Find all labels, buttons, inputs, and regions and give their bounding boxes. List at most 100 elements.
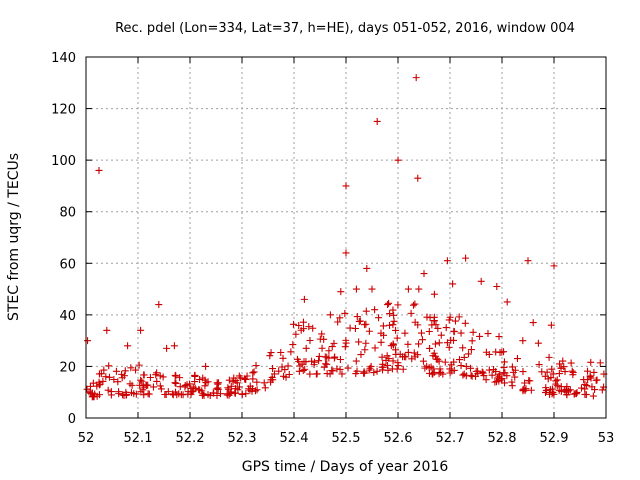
chart-title: Rec. pdel (Lon=334, Lat=37, h=HE), days …: [115, 21, 575, 36]
data-point: [216, 390, 224, 398]
data-point: [375, 314, 383, 322]
data-point: [519, 337, 527, 345]
data-point: [249, 369, 257, 377]
data-point: [591, 386, 599, 394]
data-point: [189, 383, 197, 391]
data-point: [415, 285, 423, 293]
data-point: [596, 359, 604, 367]
data-point: [112, 367, 120, 375]
data-point: [137, 376, 145, 384]
data-point: [277, 349, 285, 357]
data-point: [477, 277, 485, 285]
data-point: [191, 372, 199, 380]
data-point: [525, 377, 533, 385]
data-point: [511, 373, 519, 381]
data-point: [306, 336, 314, 344]
x-tick-label: 52.8: [488, 431, 517, 446]
data-point: [367, 362, 375, 370]
data-point: [202, 362, 210, 370]
data-point: [315, 357, 323, 365]
data-point: [461, 319, 469, 327]
data-point: [320, 363, 328, 371]
y-tick-label: 0: [68, 412, 76, 427]
data-point: [246, 386, 254, 394]
data-point: [577, 384, 585, 392]
data-point: [230, 374, 238, 382]
data-point: [527, 386, 535, 394]
data-point: [457, 362, 465, 370]
data-point: [105, 362, 113, 370]
data-point: [176, 374, 184, 382]
data-point: [541, 372, 549, 380]
data-point: [508, 363, 516, 371]
data-point: [552, 377, 560, 385]
data-point: [342, 339, 350, 347]
data-point: [450, 358, 458, 366]
data-point: [580, 376, 588, 384]
data-point: [393, 365, 401, 373]
data-point: [318, 330, 326, 338]
data-point: [96, 380, 104, 388]
data-point: [589, 392, 597, 400]
data-point: [430, 349, 438, 357]
data-point: [296, 362, 304, 370]
data-point: [310, 361, 318, 369]
data-point: [104, 386, 112, 394]
data-point: [90, 393, 98, 401]
data-point: [598, 386, 606, 394]
data-point: [214, 384, 222, 392]
data-point: [127, 364, 135, 372]
data-point: [392, 326, 400, 334]
data-point: [170, 342, 178, 350]
data-point: [511, 366, 519, 374]
data-point: [336, 314, 344, 322]
data-point: [443, 257, 451, 265]
data-point: [155, 301, 163, 309]
data-point: [106, 373, 114, 381]
data-point: [100, 366, 108, 374]
data-point: [493, 282, 501, 290]
data-point: [389, 306, 397, 314]
data-point: [491, 378, 499, 386]
y-tick-label: 140: [51, 51, 76, 66]
data-point: [279, 354, 287, 362]
data-point: [312, 370, 320, 378]
data-point: [371, 344, 379, 352]
y-tick-labels: 0 20 40 60 80 100 120 140: [51, 51, 76, 427]
data-point: [260, 379, 268, 387]
data-point: [570, 390, 578, 398]
data-point: [299, 318, 307, 326]
data-point: [188, 387, 196, 395]
data-point: [425, 364, 433, 372]
data-point: [411, 300, 419, 308]
y-axis-label: STEC from uqrg / TECUs: [6, 153, 22, 321]
data-point: [346, 324, 354, 332]
data-point: [267, 349, 275, 357]
data-point: [325, 347, 333, 355]
data-point: [451, 317, 459, 325]
data-point: [546, 386, 554, 394]
data-point: [152, 371, 160, 379]
y-tick-label: 120: [51, 103, 76, 118]
data-point: [460, 353, 468, 361]
data-point: [285, 371, 293, 379]
data-point: [352, 357, 360, 365]
data-point: [472, 367, 480, 375]
data-point: [524, 257, 532, 265]
data-point: [429, 365, 437, 373]
data-point: [464, 350, 472, 358]
data-point: [140, 391, 148, 399]
data-point: [223, 390, 231, 398]
data-point: [466, 364, 474, 372]
data-point: [407, 309, 415, 317]
data-point: [323, 370, 331, 378]
data-point: [290, 320, 298, 328]
data-point: [176, 383, 184, 391]
data-point: [508, 378, 516, 386]
data-point: [548, 390, 556, 398]
data-point: [592, 376, 600, 384]
data-point: [84, 337, 92, 345]
data-point: [172, 372, 180, 380]
data-point: [538, 368, 546, 376]
data-point: [213, 385, 221, 393]
